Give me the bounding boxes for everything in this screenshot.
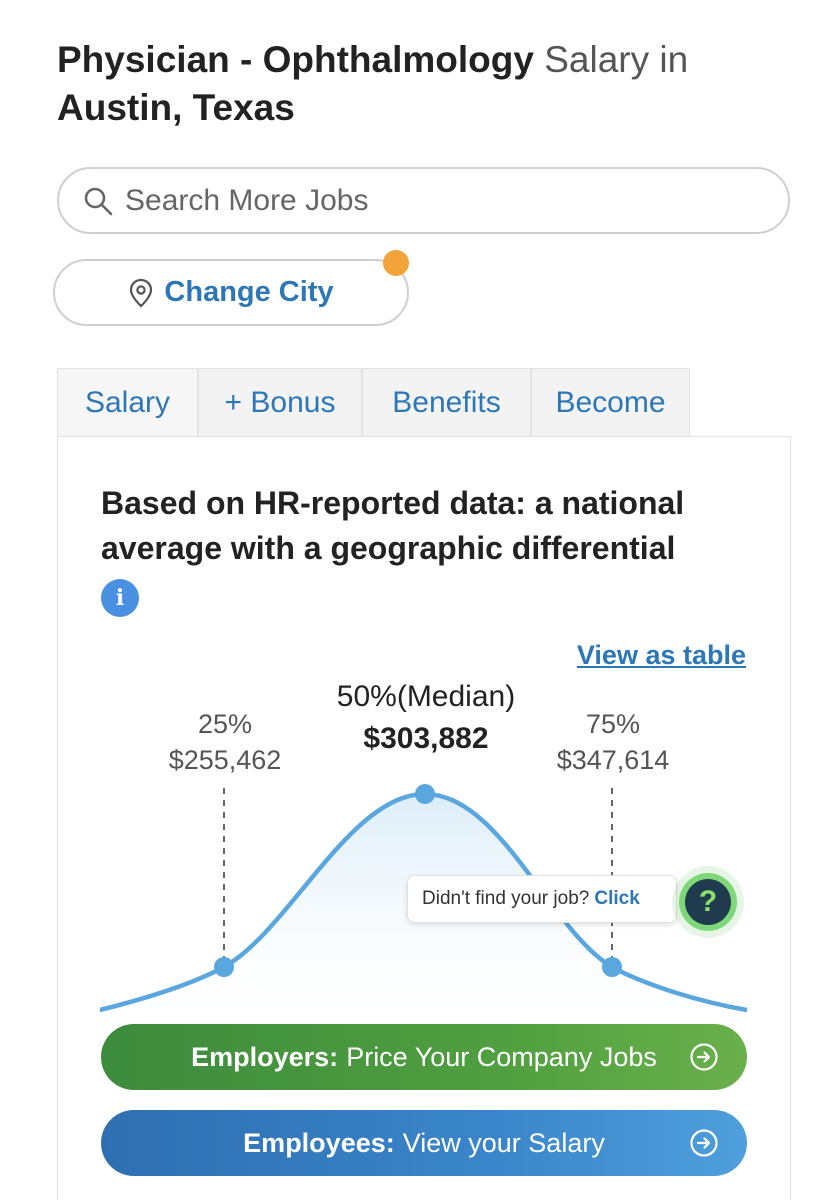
percentile-25-value: $255,462: [168, 745, 282, 775]
search-icon: [84, 187, 113, 215]
employees-cta-button[interactable]: Employees: View your Salary: [101, 1110, 747, 1176]
location-pin-icon: [130, 278, 153, 307]
percentile-25-pct: 25%: [197, 709, 253, 739]
p75-point: [602, 957, 622, 977]
employers-cta-bold: Employers:: [191, 1041, 339, 1072]
tab-salary[interactable]: Salary: [57, 368, 198, 436]
employers-cta-button[interactable]: Employers: Price Your Company Jobs: [101, 1024, 747, 1090]
arrow-right-circle-icon: [690, 1043, 718, 1071]
employees-cta-bold: Employees:: [243, 1127, 395, 1158]
p25-point: [214, 957, 234, 977]
tab-bar: Salary + Bonus Benefits Become: [57, 368, 690, 436]
search-bar[interactable]: [57, 167, 790, 234]
median-pct: 50%(Median): [336, 680, 516, 713]
tab-benefits[interactable]: Benefits: [362, 368, 531, 436]
percentile-75-label: 75% $347,614: [552, 706, 674, 778]
employers-cta-text: Price Your Company Jobs: [346, 1041, 657, 1072]
median-value: $303,882: [363, 722, 489, 755]
tab-bonus[interactable]: + Bonus: [198, 368, 362, 436]
page-title: Physician - Ophthalmology Salary in Aust…: [57, 36, 777, 132]
help-button[interactable]: ?: [672, 866, 744, 938]
tab-become[interactable]: Become: [531, 368, 690, 436]
employees-cta-text: View your Salary: [402, 1127, 605, 1158]
median-label: 50%(Median) $303,882: [316, 676, 536, 760]
percentile-75-pct: 75%: [585, 709, 641, 739]
percentile-25-label: 25% $255,462: [164, 706, 286, 778]
job-title: Physician - Ophthalmology: [57, 39, 534, 80]
info-icon[interactable]: i: [101, 579, 139, 617]
title-connector: Salary in: [544, 39, 689, 80]
arrow-right-circle-icon: [690, 1129, 718, 1157]
change-city-button[interactable]: Change City: [53, 259, 409, 326]
location-title: Austin, Texas: [57, 87, 295, 128]
percentile-75-value: $347,614: [556, 745, 670, 775]
view-as-table-link[interactable]: View as table: [576, 640, 746, 670]
help-prompt-text: Didn't find your job?: [422, 888, 590, 909]
notification-dot: [383, 250, 409, 276]
median-point: [415, 784, 435, 804]
help-prompt-box[interactable]: Didn't find your job? Click: [407, 875, 677, 923]
question-icon: ?: [685, 879, 731, 925]
search-input[interactable]: [125, 183, 725, 218]
help-click-link[interactable]: Click: [594, 888, 640, 909]
change-city-label: Change City: [164, 276, 334, 308]
help-ring-mid: ?: [679, 873, 737, 931]
card-heading: Based on HR-reported data: a national av…: [101, 485, 685, 566]
